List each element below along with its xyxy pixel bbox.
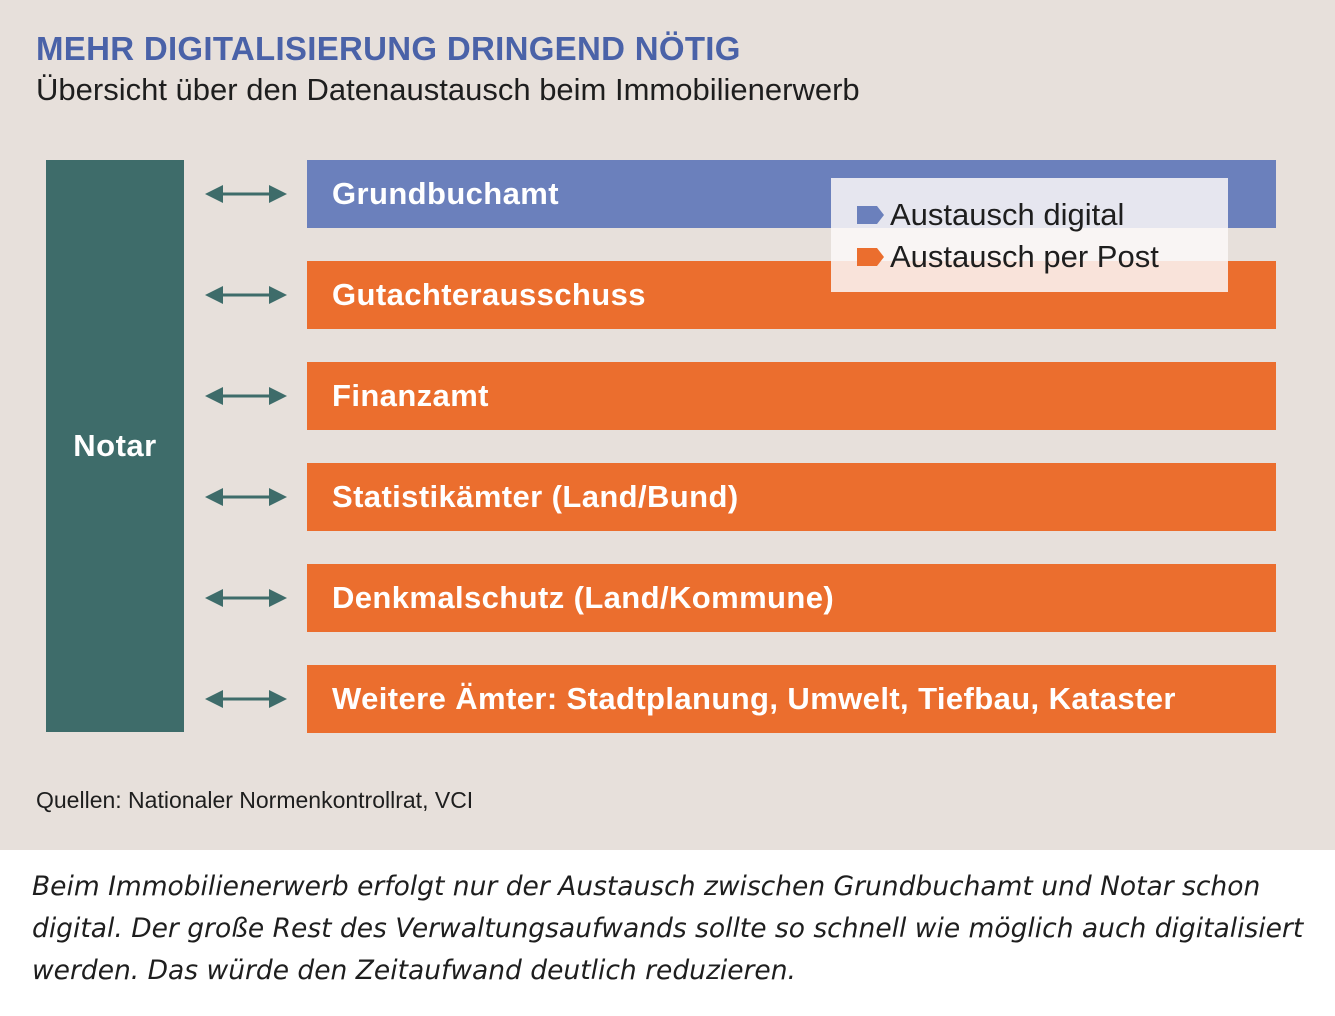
- authority-label: Gutachterausschuss: [332, 277, 646, 312]
- infographic-panel: MEHR DIGITALISIERUNG DRINGEND NÖTIG Über…: [0, 0, 1335, 850]
- authority-bar: Statistikämter (Land/Bund): [307, 463, 1276, 531]
- legend-marker-post-icon: [857, 248, 884, 266]
- double-arrow-icon: [205, 589, 287, 607]
- double-arrow-icon: [205, 286, 287, 304]
- legend-item-digital: Austausch digital: [857, 194, 1228, 236]
- double-arrow-icon: [205, 690, 287, 708]
- diagram-subtitle: Übersicht über den Datenaustausch beim I…: [36, 72, 860, 107]
- double-arrow-icon: [205, 185, 287, 203]
- authority-label: Grundbuchamt: [332, 176, 559, 211]
- legend-item-post: Austausch per Post: [857, 236, 1228, 278]
- authority-bar: Finanzamt: [307, 362, 1276, 430]
- legend-label-post: Austausch per Post: [890, 239, 1159, 274]
- authority-label: Finanzamt: [332, 378, 489, 413]
- notar-label: Notar: [73, 428, 157, 463]
- source-note: Quellen: Nationaler Normenkontrollrat, V…: [36, 787, 474, 813]
- authority-bar: Weitere Ämter: Stadtplanung, Umwelt, Tie…: [307, 665, 1276, 733]
- authority-bar: Denkmalschutz (Land/Kommune): [307, 564, 1276, 632]
- authority-label: Denkmalschutz (Land/Kommune): [332, 580, 835, 615]
- authority-label: Statistikämter (Land/Bund): [332, 479, 739, 514]
- double-arrow-icon: [205, 488, 287, 506]
- legend-marker-digital-icon: [857, 206, 884, 224]
- diagram-title: MEHR DIGITALISIERUNG DRINGEND NÖTIG: [36, 30, 741, 67]
- notar-hub: Notar: [46, 160, 184, 732]
- legend-label-digital: Austausch digital: [890, 197, 1125, 232]
- legend: Austausch digital Austausch per Post: [831, 178, 1228, 292]
- double-arrow-icon: [205, 387, 287, 405]
- authority-label: Weitere Ämter: Stadtplanung, Umwelt, Tie…: [332, 681, 1176, 716]
- caption-text: Beim Immobilienerwerb erfolgt nur der Au…: [32, 871, 1304, 986]
